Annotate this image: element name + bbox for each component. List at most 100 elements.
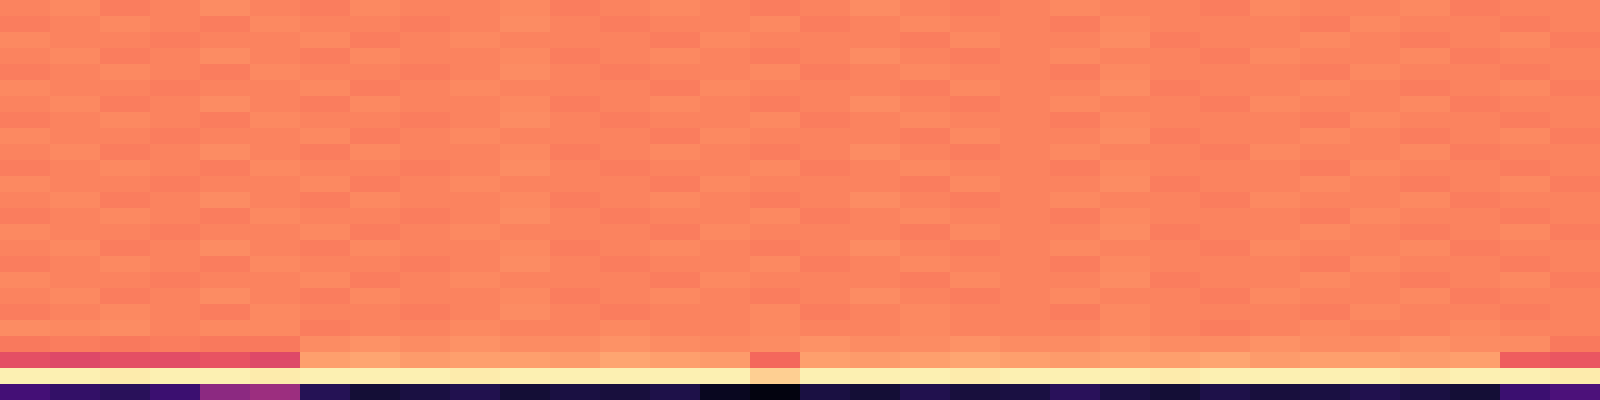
heatmap-cell — [200, 16, 251, 33]
heatmap-cell — [1450, 176, 1501, 193]
heatmap-cell — [300, 80, 351, 97]
heatmap-cell — [550, 272, 601, 289]
heatmap-cell — [950, 288, 1001, 305]
heatmap-cell — [1550, 176, 1600, 193]
heatmap-cell — [600, 144, 651, 161]
heatmap-cell — [1050, 192, 1101, 209]
heatmap-cell — [1150, 304, 1201, 321]
heatmap-cell — [100, 32, 151, 49]
heatmap-cell — [800, 304, 851, 321]
heatmap-cell — [950, 128, 1001, 145]
heatmap-cell — [1250, 384, 1301, 400]
heatmap-cell — [550, 288, 601, 305]
heatmap-cell — [1550, 144, 1600, 161]
heatmap-cell — [600, 304, 651, 321]
heatmap-cell — [1100, 288, 1151, 305]
heatmap-cell — [500, 224, 551, 241]
heatmap-cell — [750, 48, 801, 65]
heatmap-cell — [1350, 112, 1401, 129]
heatmap-cell — [150, 368, 201, 385]
heatmap-cell — [800, 96, 851, 113]
heatmap-cell — [100, 320, 151, 337]
heatmap-cell — [250, 336, 301, 353]
heatmap-cell — [1050, 128, 1101, 145]
heatmap-cell — [1000, 288, 1051, 305]
heatmap-cell — [1000, 96, 1051, 113]
heatmap-cell — [300, 112, 351, 129]
heatmap-cell — [1300, 192, 1351, 209]
heatmap-cell — [150, 112, 201, 129]
heatmap-cell — [1100, 256, 1151, 273]
heatmap-cell — [400, 224, 451, 241]
heatmap-cell — [450, 160, 501, 177]
heatmap-cell — [750, 80, 801, 97]
heatmap-cell — [700, 112, 751, 129]
heatmap-cell — [700, 48, 751, 65]
heatmap-cell — [200, 0, 251, 17]
heatmap-cell — [350, 320, 401, 337]
heatmap-cell — [1300, 336, 1351, 353]
heatmap-cell — [750, 384, 801, 400]
heatmap-cell — [100, 256, 151, 273]
heatmap-cell — [1550, 352, 1600, 369]
heatmap-cell — [1400, 384, 1451, 400]
heatmap-cell — [1150, 384, 1201, 400]
heatmap-cell — [450, 128, 501, 145]
heatmap-cell — [350, 80, 401, 97]
heatmap-cell — [0, 304, 51, 321]
heatmap-cell — [800, 240, 851, 257]
heatmap-cell — [1100, 272, 1151, 289]
heatmap-cell — [1050, 288, 1101, 305]
heatmap-cell — [650, 112, 701, 129]
heatmap-cell — [1400, 368, 1451, 385]
heatmap-cell — [450, 112, 501, 129]
heatmap-cell — [450, 288, 501, 305]
heatmap-cell — [1550, 64, 1600, 81]
heatmap-cell — [300, 144, 351, 161]
heatmap-cell — [0, 288, 51, 305]
heatmap-cell — [400, 368, 451, 385]
heatmap-cell — [800, 336, 851, 353]
heatmap-cell — [1500, 128, 1551, 145]
heatmap-cell — [200, 224, 251, 241]
heatmap-cell — [300, 192, 351, 209]
heatmap-cell — [1350, 256, 1401, 273]
heatmap-cell — [1500, 16, 1551, 33]
heatmap-cell — [350, 384, 401, 400]
heatmap-cell — [550, 32, 601, 49]
heatmap-cell — [850, 304, 901, 321]
heatmap-cell — [800, 384, 851, 400]
heatmap-cell — [450, 384, 501, 400]
heatmap-cell — [1300, 144, 1351, 161]
heatmap-cell — [600, 320, 651, 337]
heatmap-cell — [100, 288, 151, 305]
heatmap-cell — [1500, 320, 1551, 337]
heatmap-cell — [450, 96, 501, 113]
heatmap-cell — [250, 256, 301, 273]
heatmap-cell — [1200, 336, 1251, 353]
heatmap-cell — [350, 0, 401, 17]
heatmap-cell — [1050, 112, 1101, 129]
heatmap-cell — [1050, 144, 1101, 161]
heatmap-cell — [150, 352, 201, 369]
heatmap-cell — [1250, 96, 1301, 113]
heatmap-cell — [0, 208, 51, 225]
heatmap-cell — [600, 288, 651, 305]
heatmap-cell — [850, 144, 901, 161]
heatmap-cell — [550, 352, 601, 369]
heatmap-cell — [850, 208, 901, 225]
heatmap-cell — [250, 0, 301, 17]
heatmap-cell — [650, 304, 701, 321]
heatmap-cell — [1250, 288, 1301, 305]
heatmap-cell — [950, 192, 1001, 209]
heatmap-cell — [700, 288, 751, 305]
heatmap-cell — [650, 272, 701, 289]
heatmap-cell — [1550, 384, 1600, 400]
heatmap-cell — [650, 192, 701, 209]
heatmap-cell — [0, 320, 51, 337]
heatmap-cell — [700, 368, 751, 385]
heatmap-cell — [1400, 192, 1451, 209]
heatmap-cell — [700, 32, 751, 49]
heatmap-cell — [100, 304, 151, 321]
heatmap-cell — [1450, 208, 1501, 225]
